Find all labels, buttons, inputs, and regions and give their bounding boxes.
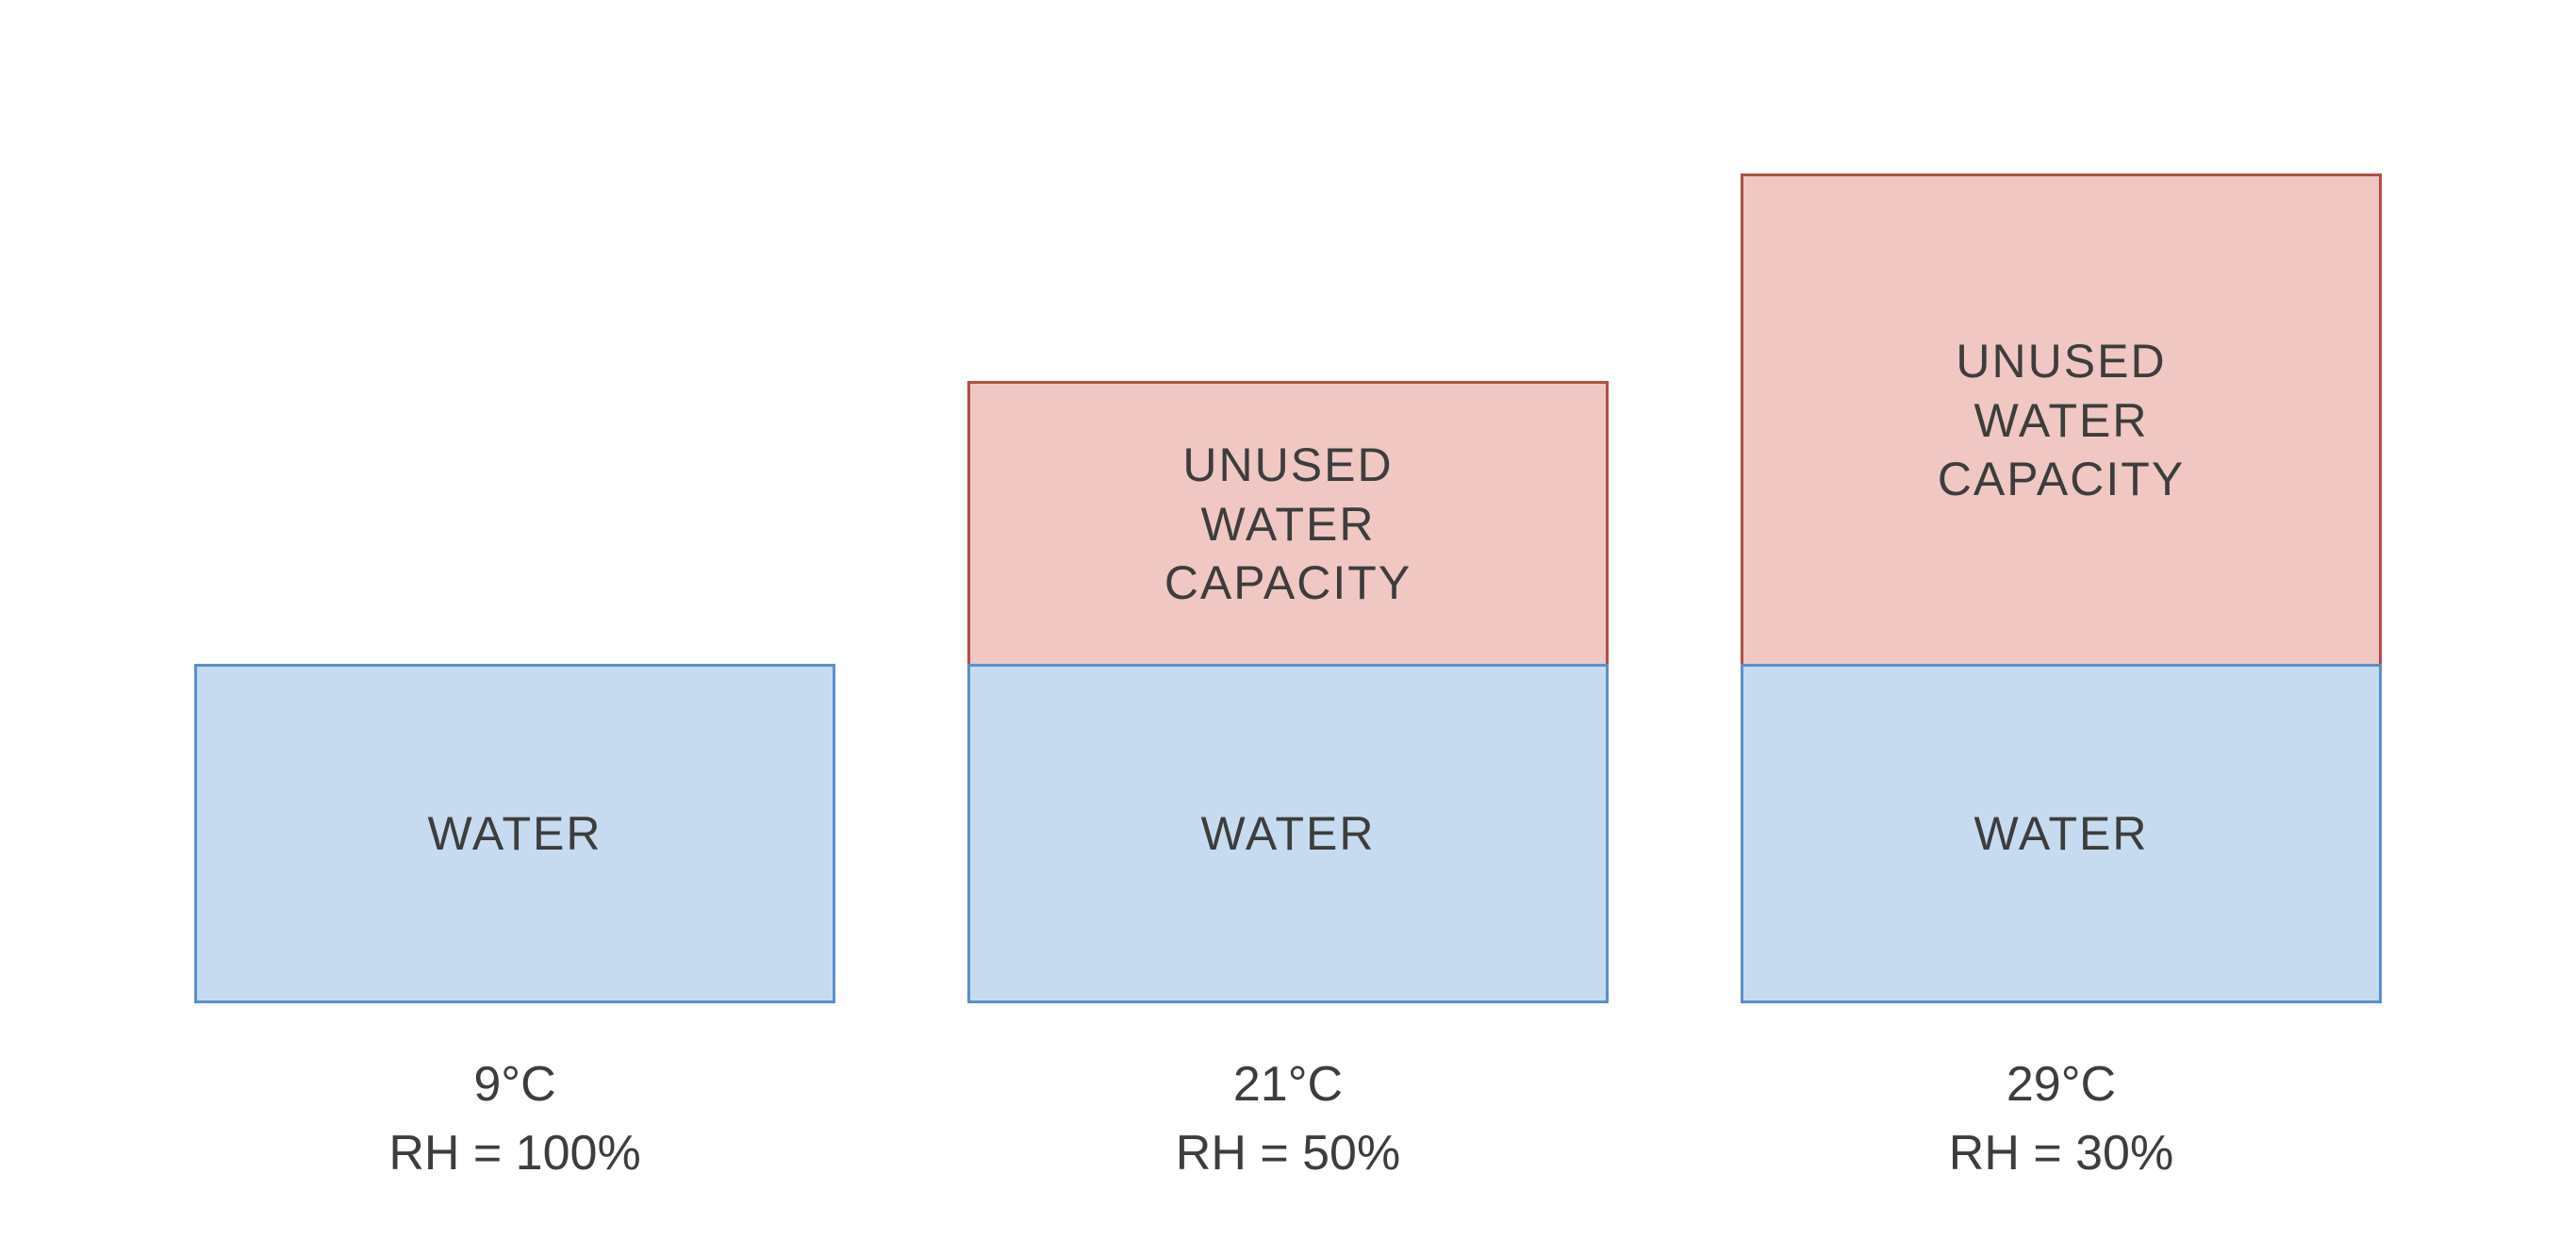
- water-label-0: WATER: [428, 804, 603, 864]
- water-box-0: WATER: [194, 664, 835, 1003]
- unused-box-1: UNUSEDWATERCAPACITY: [967, 381, 1609, 664]
- unused-label-1: UNUSEDWATERCAPACITY: [1164, 436, 1412, 613]
- water-label-2: WATER: [1974, 804, 2149, 864]
- caption-2: 29°C RH = 30%: [1949, 1050, 2173, 1188]
- column-0: WATER 9°C RH = 100%: [194, 664, 835, 1188]
- temp-label-0: 9°C: [388, 1050, 640, 1119]
- unused-label-2: UNUSEDWATERCAPACITY: [1938, 332, 2185, 509]
- stack-1: WATER UNUSEDWATERCAPACITY: [967, 381, 1609, 1003]
- humidity-diagram: WATER 9°C RH = 100% WATER UNUSEDWATERCAP…: [0, 75, 2576, 1188]
- caption-1: 21°C RH = 50%: [1176, 1050, 1400, 1188]
- temp-label-2: 29°C: [1949, 1050, 2173, 1119]
- water-box-1: WATER: [967, 664, 1609, 1003]
- rh-label-2: RH = 30%: [1949, 1119, 2173, 1188]
- water-box-2: WATER: [1741, 664, 2382, 1003]
- temp-label-1: 21°C: [1176, 1050, 1400, 1119]
- caption-0: 9°C RH = 100%: [388, 1050, 640, 1188]
- stack-2: WATER UNUSEDWATERCAPACITY: [1741, 174, 2382, 1003]
- rh-label-1: RH = 50%: [1176, 1119, 1400, 1188]
- rh-label-0: RH = 100%: [388, 1119, 640, 1188]
- column-1: WATER UNUSEDWATERCAPACITY 21°C RH = 50%: [967, 381, 1609, 1188]
- unused-box-2: UNUSEDWATERCAPACITY: [1741, 174, 2382, 664]
- water-label-1: WATER: [1201, 804, 1376, 864]
- column-2: WATER UNUSEDWATERCAPACITY 29°C RH = 30%: [1741, 174, 2382, 1188]
- stack-0: WATER: [194, 664, 835, 1003]
